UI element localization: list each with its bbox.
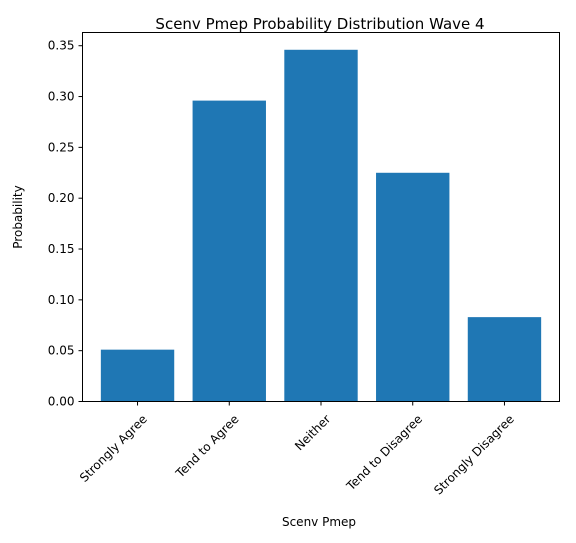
y-tick-label: 0.20: [48, 191, 75, 205]
y-tick-label: 0.10: [48, 293, 75, 307]
bar-strongly-disagree: [467, 317, 542, 402]
chart-title: Scenv Pmep Probability Distribution Wave…: [155, 15, 484, 33]
x-axis: Strongly Agree Tend to Agree Neither Tend t…: [77, 401, 517, 498]
x-tick-label: Strongly Agree: [77, 412, 150, 485]
bar-tend-to-agree: [192, 100, 266, 402]
y-tick-label: 0.00: [48, 395, 75, 409]
bar-strongly-agree: [100, 349, 175, 402]
x-tick-label: Strongly Disagree: [431, 412, 517, 498]
y-axis: 0.00 0.05 0.10 0.15 0.20 0.25 0.30 0.35: [48, 39, 83, 409]
x-tick-label: Neither: [292, 412, 333, 453]
y-tick-label: 0.05: [48, 344, 75, 358]
plot-frame: [82, 32, 560, 402]
bars-group: [100, 49, 542, 402]
y-tick-label: 0.25: [48, 140, 75, 154]
y-tick-label: 0.30: [48, 90, 75, 104]
x-tick-label: Tend to Disagree: [343, 412, 425, 494]
x-tick-label: Tend to Agree: [172, 412, 241, 481]
x-axis-label: Scenv Pmep: [282, 515, 356, 529]
bar-neither: [284, 49, 358, 402]
y-axis-label: Probability: [11, 185, 25, 248]
y-tick-label: 0.35: [48, 39, 75, 53]
bar-tend-to-disagree: [376, 172, 450, 402]
y-tick-label: 0.15: [48, 242, 75, 256]
